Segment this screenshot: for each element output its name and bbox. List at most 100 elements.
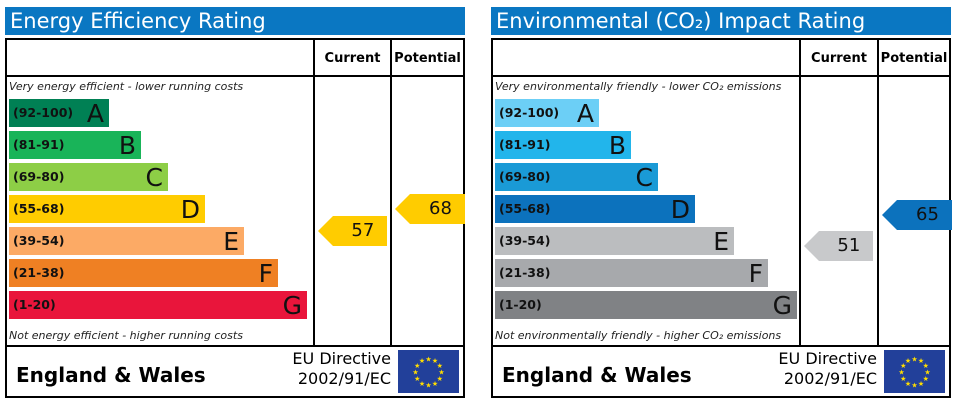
current-rating-arrow: 51	[804, 231, 873, 262]
svg-text:★: ★	[412, 369, 418, 377]
directive-line2: 2002/91/EC	[297, 369, 391, 388]
band-letter: E	[223, 227, 239, 256]
band-bar-a: (92-100) A	[9, 99, 109, 128]
svg-text:★: ★	[437, 362, 443, 370]
region-label: England & Wales	[16, 363, 206, 387]
svg-text:★: ★	[905, 380, 911, 388]
band-letter: G	[282, 291, 302, 320]
band-bar-c: (69-80) C	[9, 163, 168, 192]
column-divider	[877, 40, 879, 347]
band-bar-g: (1-20) G	[495, 291, 797, 320]
svg-text:★: ★	[900, 362, 906, 370]
svg-text:★: ★	[414, 362, 420, 370]
band-range: (39-54)	[13, 233, 65, 248]
band-letter: D	[670, 195, 690, 224]
svg-text:★: ★	[923, 362, 929, 370]
current-column-header: Current	[324, 51, 381, 66]
bottom-note: Not environmentally friendly - higher CO…	[495, 329, 782, 342]
energy-efficiency-title: Energy Efficiency Rating	[5, 7, 465, 35]
potential-column-header: Potential	[880, 51, 948, 66]
band-range: (55-68)	[499, 201, 551, 216]
band-range: (1-20)	[499, 297, 542, 312]
band-letter: E	[713, 227, 729, 256]
band-bar-g: (1-20) G	[9, 291, 307, 320]
band-range: (69-80)	[13, 169, 65, 184]
band-bar-d: (55-68) D	[495, 195, 695, 224]
band-letter: B	[118, 131, 136, 160]
band-bar-f: (21-38) F	[9, 259, 278, 288]
column-divider	[313, 40, 315, 347]
band-range: (21-38)	[499, 265, 551, 280]
band-letter: C	[635, 163, 653, 192]
environmental-impact-title: Environmental (CO₂) Impact Rating	[491, 7, 951, 35]
potential-rating-value: 65	[916, 204, 939, 225]
svg-text:★: ★	[900, 375, 906, 383]
band-letter: A	[576, 99, 594, 128]
svg-text:★: ★	[918, 357, 924, 365]
band-bar-b: (81-91) B	[9, 131, 141, 160]
potential-rating-value: 68	[429, 198, 452, 219]
band-letter: C	[145, 163, 163, 192]
band-range: (81-91)	[499, 137, 551, 152]
top-note: Very energy efficient - lower running co…	[9, 80, 244, 93]
current-rating-value: 51	[837, 235, 861, 257]
footer-divider	[7, 345, 463, 347]
bottom-note: Not energy efficient - higher running co…	[9, 329, 243, 342]
environmental-impact-table: Current Potential Very environmentally fri…	[491, 38, 952, 398]
potential-rating-arrow: 65	[882, 200, 952, 230]
footer-divider	[493, 345, 949, 347]
svg-text:★: ★	[905, 357, 911, 365]
band-bar-c: (69-80) C	[495, 163, 658, 192]
eu-flag-icon: ★ ★ ★ ★ ★ ★ ★ ★ ★ ★ ★ ★	[398, 350, 459, 393]
directive-line2: 2002/91/EC	[783, 369, 877, 388]
region-label: England & Wales	[502, 363, 692, 387]
svg-text:★: ★	[419, 380, 425, 388]
band-range: (92-100)	[13, 105, 74, 120]
svg-text:★: ★	[911, 356, 917, 364]
energy-efficiency-table: Current Potential Very energy efficient - …	[5, 38, 465, 398]
directive-line1: EU Directive	[778, 349, 877, 368]
band-bar-f: (21-38) F	[495, 259, 768, 288]
svg-text:★: ★	[924, 369, 930, 377]
directive-line1: EU Directive	[292, 349, 391, 368]
band-range: (1-20)	[13, 297, 56, 312]
svg-text:★: ★	[425, 382, 431, 390]
svg-text:★: ★	[438, 369, 444, 377]
svg-text:★: ★	[414, 375, 420, 383]
band-bar-e: (39-54) E	[9, 227, 244, 256]
svg-text:★: ★	[918, 380, 924, 388]
top-note: Very environmentally friendly - lower CO…	[495, 80, 782, 93]
band-range: (92-100)	[499, 105, 560, 120]
band-letter: F	[258, 259, 273, 288]
band-letter: D	[180, 195, 200, 224]
band-bar-b: (81-91) B	[495, 131, 631, 160]
energy-efficiency-panel: Energy Efficiency Rating Current Potential…	[5, 0, 467, 404]
svg-text:★: ★	[432, 380, 438, 388]
svg-text:★: ★	[911, 382, 917, 390]
potential-rating-arrow: 68	[395, 194, 465, 224]
band-letter: F	[748, 259, 763, 288]
band-range: (39-54)	[499, 233, 551, 248]
header-divider	[493, 75, 949, 77]
eu-directive: EU Directive 2002/91/EC	[778, 349, 877, 389]
band-letter: B	[608, 131, 626, 160]
column-divider	[390, 40, 392, 347]
environmental-impact-panel: Environmental (CO₂) Impact Rating Current…	[491, 0, 953, 404]
svg-text:★: ★	[432, 357, 438, 365]
current-column-header: Current	[811, 51, 867, 66]
band-range: (81-91)	[13, 137, 65, 152]
eu-flag-icon: ★ ★ ★ ★ ★ ★ ★ ★ ★ ★ ★ ★	[884, 350, 945, 393]
current-rating-value: 57	[351, 220, 375, 241]
current-rating-arrow: 57	[318, 216, 387, 246]
column-divider	[799, 40, 801, 347]
band-bar-e: (39-54) E	[495, 227, 734, 256]
potential-column-header: Potential	[394, 51, 461, 66]
eu-directive: EU Directive 2002/91/EC	[292, 349, 391, 389]
svg-text:★: ★	[437, 375, 443, 383]
svg-text:★: ★	[425, 356, 431, 364]
band-letter: G	[772, 291, 792, 320]
band-bar-d: (55-68) D	[9, 195, 205, 224]
svg-text:★: ★	[419, 357, 425, 365]
band-letter: A	[86, 99, 104, 128]
svg-text:★: ★	[923, 375, 929, 383]
